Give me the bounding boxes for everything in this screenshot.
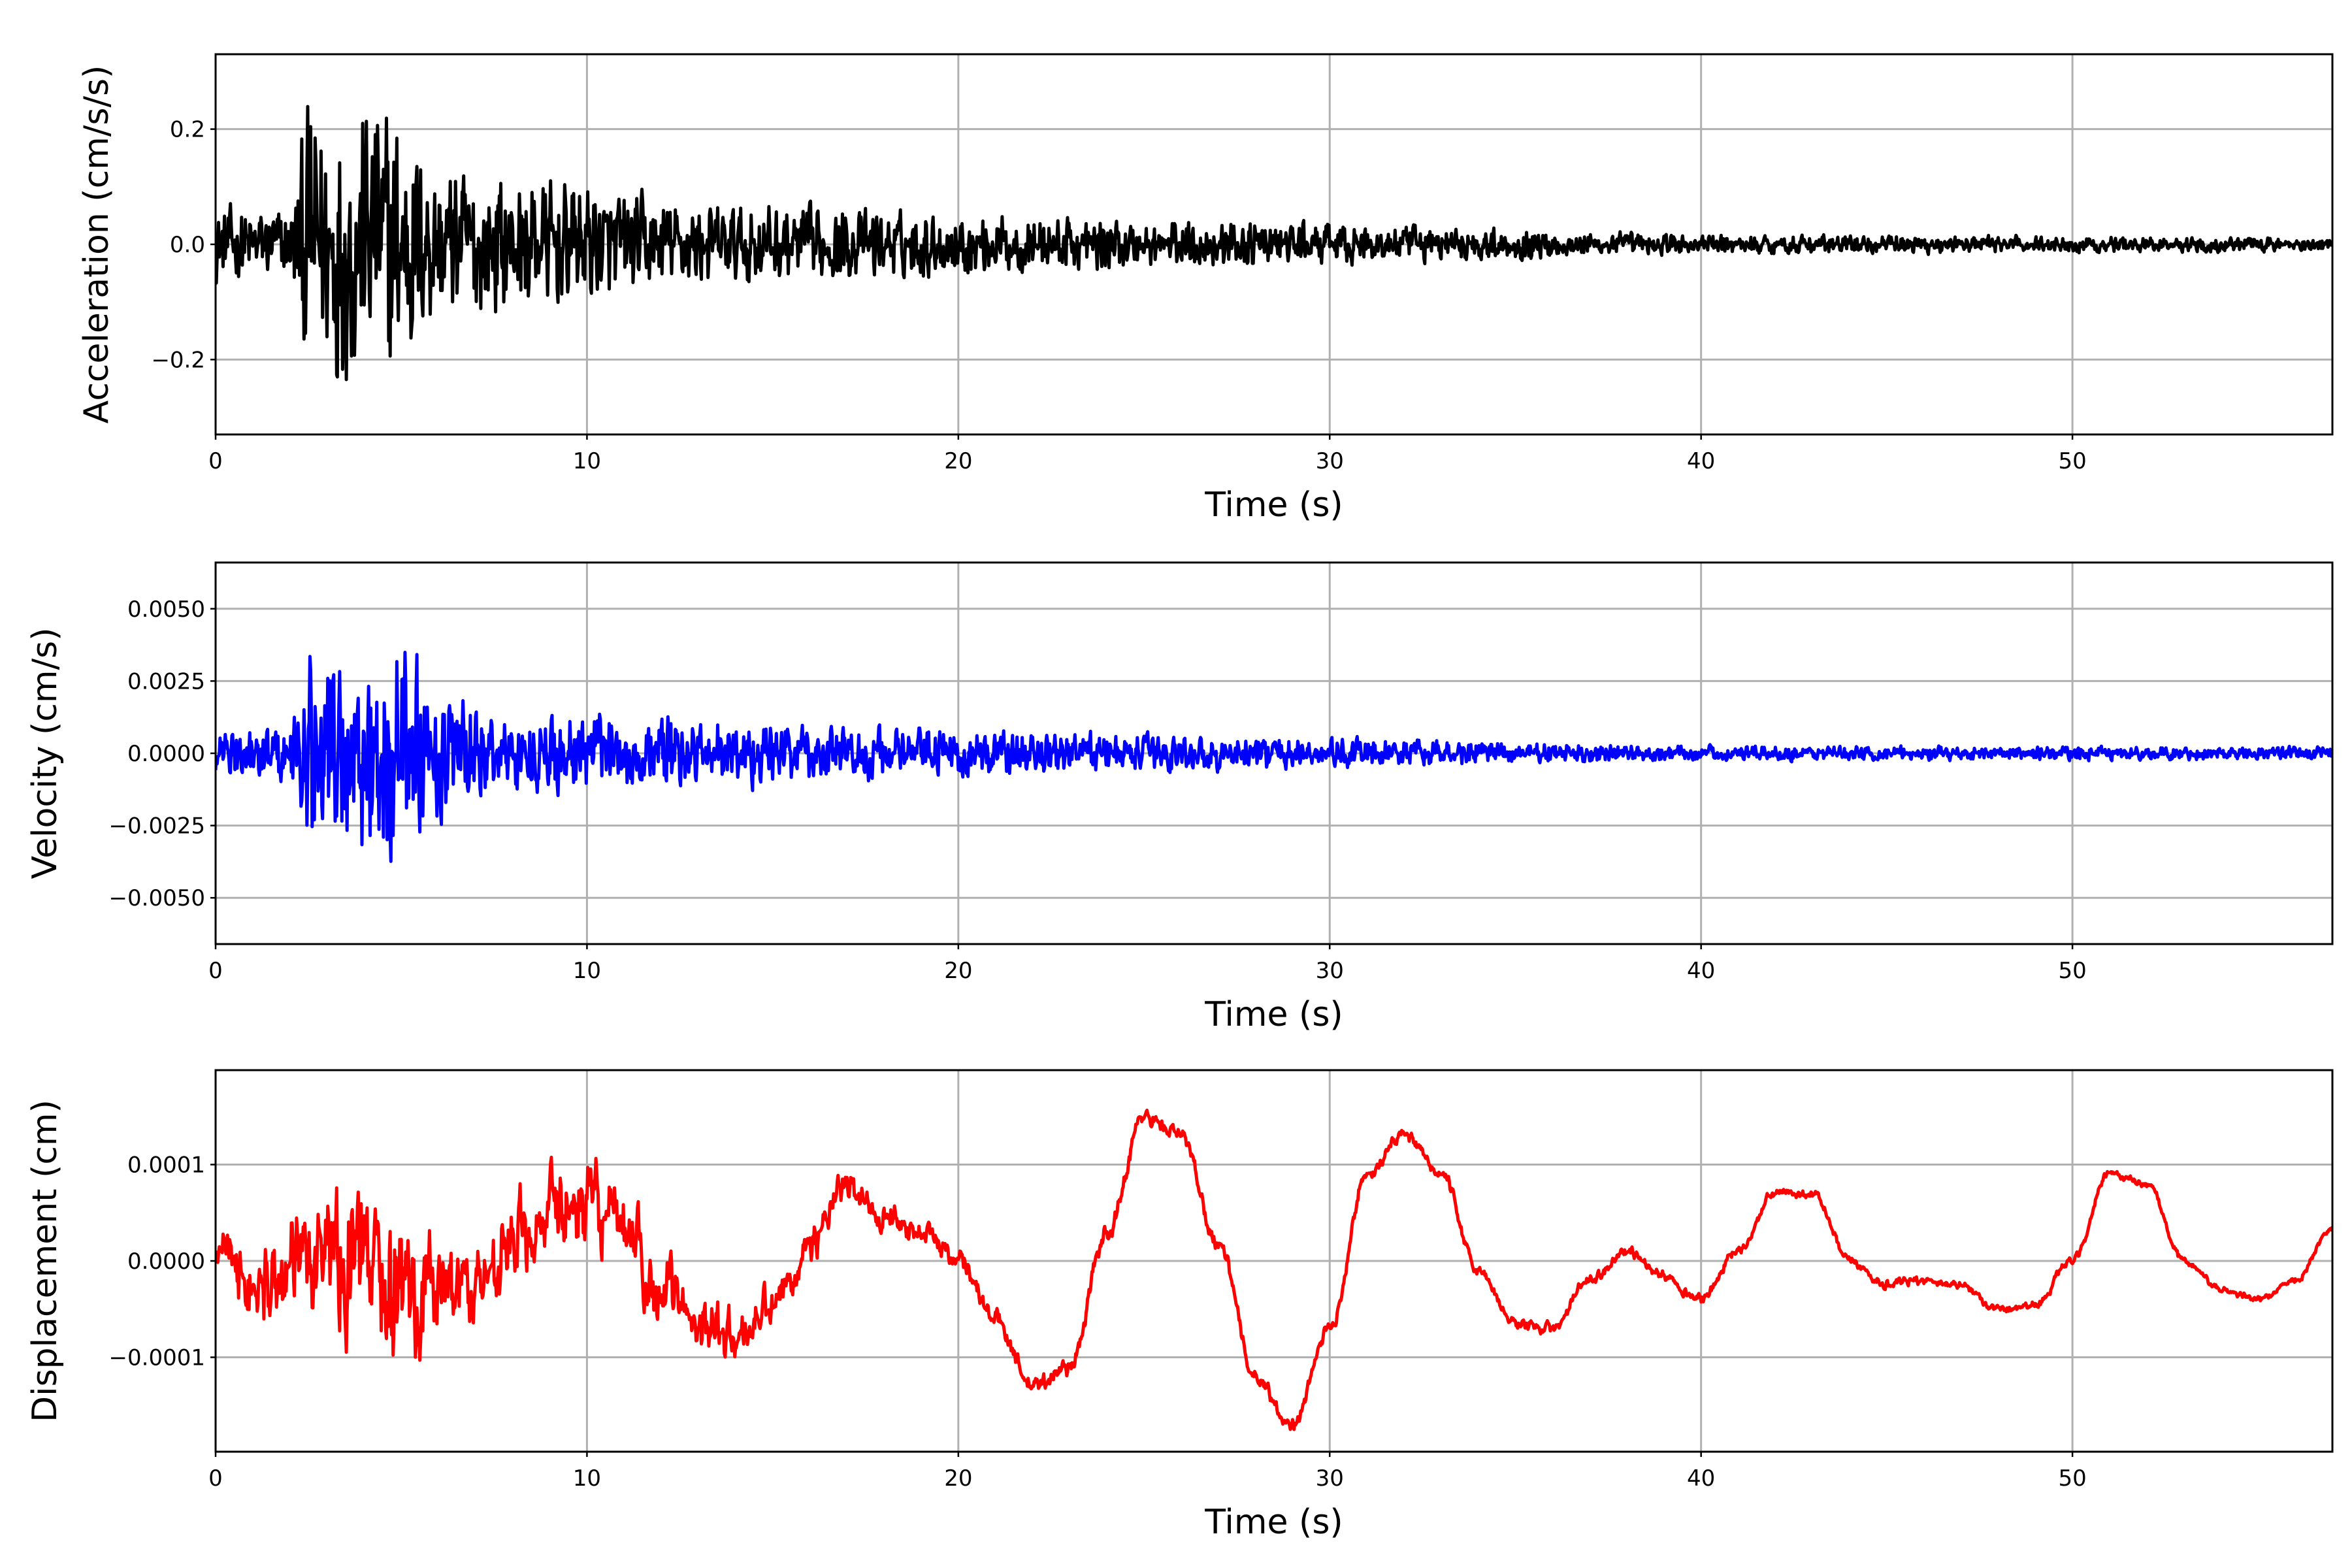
y-tick-label: 0.0050 (127, 596, 205, 623)
x-tick-label: 10 (573, 448, 601, 474)
x-axis-label: Time (s) (1204, 1503, 1343, 1542)
x-tick-label: 30 (1316, 448, 1344, 474)
subplot-velocity: 0 10 20 30 40 50 −0.0050 −0.0025 0.0000 0.0025 0.0… (25, 561, 2334, 1034)
y-axis-label: Velocity (cm/s) (25, 628, 65, 879)
y-tick-label: 0.0 (170, 232, 205, 258)
x-tick-label: 10 (573, 1465, 601, 1492)
y-tick-label: 0.0025 (127, 668, 205, 694)
subplot-displacement: 0 10 20 30 40 50 −0.0001 0.0000 0.0001 Time (s) Di… (25, 1069, 2334, 1542)
y-tick-label: −0.0050 (109, 885, 205, 911)
y-tick-label: −0.0025 (109, 813, 205, 840)
x-tick-label: 30 (1316, 958, 1344, 984)
y-tick-label: −0.2 (151, 347, 205, 373)
x-tick-label: 50 (2058, 448, 2086, 474)
y-tick-label: 0.2 (170, 117, 205, 143)
series-line (216, 105, 2332, 382)
y-axis-label: Displacement (cm) (25, 1100, 65, 1422)
y-tick-label: 0.0000 (127, 1249, 205, 1275)
x-tick-label: 20 (944, 448, 972, 474)
x-tick-label: 40 (1687, 958, 1715, 984)
x-tick-label: 0 (208, 448, 223, 474)
y-tick-label: 0.0001 (127, 1152, 205, 1179)
series-line (216, 1108, 2332, 1431)
x-tick-label: 50 (2058, 958, 2086, 984)
y-tick-label: −0.0001 (109, 1345, 205, 1371)
x-tick-label: 0 (208, 1465, 223, 1492)
x-tick-label: 40 (1687, 448, 1715, 474)
y-tick-label: 0.0000 (127, 741, 205, 767)
x-tick-label: 50 (2058, 1465, 2086, 1492)
x-tick-label: 40 (1687, 1465, 1715, 1492)
x-axis-label: Time (s) (1204, 485, 1343, 525)
x-tick-label: 20 (944, 958, 972, 984)
x-axis-label: Time (s) (1204, 995, 1343, 1034)
x-tick-label: 30 (1316, 1465, 1344, 1492)
series-line (216, 651, 2332, 863)
subplot-acceleration: 0 10 20 30 40 50 −0.2 0.0 0.2 Time (s) Acceleratio… (77, 53, 2334, 525)
x-tick-label: 10 (573, 958, 601, 984)
y-axis-label: Acceleration (cm/s/s) (77, 65, 116, 424)
x-tick-label: 20 (944, 1465, 972, 1492)
x-tick-label: 0 (208, 958, 223, 984)
